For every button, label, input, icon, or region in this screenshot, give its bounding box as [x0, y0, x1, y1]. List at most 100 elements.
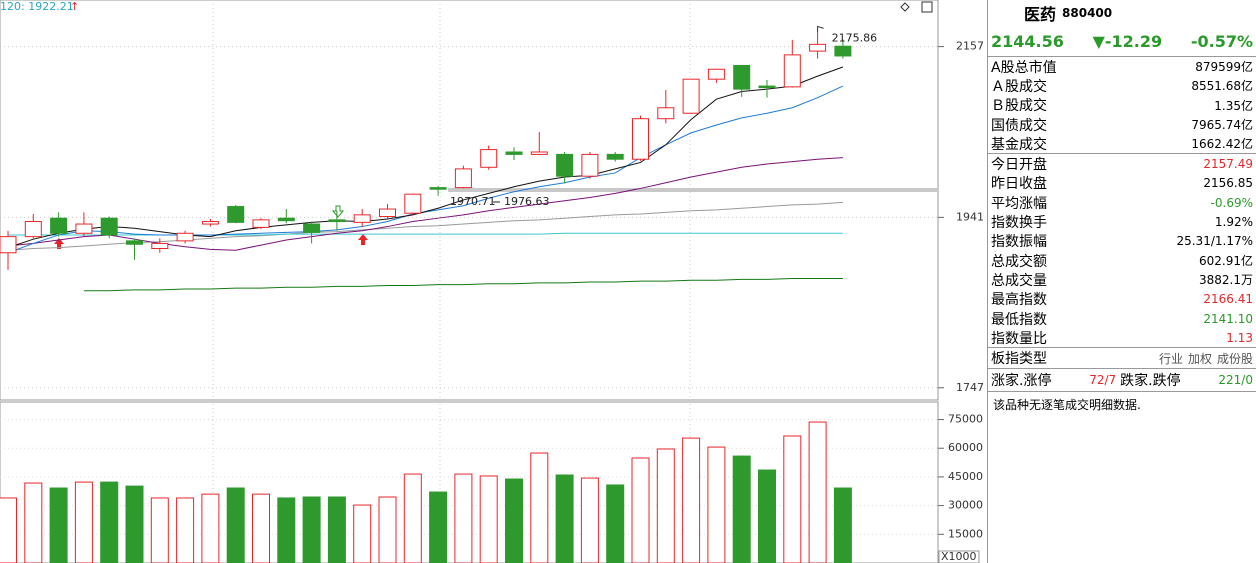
candle-body	[682, 78, 700, 114]
candle-body	[151, 242, 169, 250]
unit-label: X1000	[941, 550, 977, 563]
y-tick-label: 15000	[948, 527, 983, 540]
price-frame	[0, 0, 939, 401]
row-value: 1662.42亿	[1191, 137, 1253, 152]
stat-row: 总成交额 602.91亿	[988, 251, 1256, 270]
volume-bar	[0, 497, 17, 563]
candle-body	[530, 151, 548, 155]
row-label: 指数量比	[991, 330, 1047, 347]
volume-bar	[707, 446, 726, 563]
type-row: 板指类型 行业 加权 成份股	[988, 347, 1256, 367]
gap-band	[448, 188, 938, 192]
ma-line	[7, 157, 843, 251]
row-value: 1.13	[1226, 330, 1253, 345]
volume-bar	[49, 487, 68, 563]
row-value: 25.31/1.17%	[1176, 234, 1253, 249]
breadth-row: 涨家.涨停 72/7 跌家.跌停 221/0	[988, 367, 1256, 391]
candle-body	[632, 118, 649, 160]
y-tick-label: 2157	[956, 40, 984, 53]
candle-body	[277, 217, 295, 222]
y-tick-label: 60000	[948, 441, 983, 454]
row-value: 2141.10	[1203, 311, 1253, 326]
stat-row: 总成交量 3882.1万	[988, 270, 1256, 289]
y-tick-label: 1941	[956, 210, 984, 223]
row-label: 最低指数	[991, 311, 1047, 328]
row-value: 602.91亿	[1199, 254, 1253, 269]
candle-body	[480, 149, 498, 168]
row-value: 879599亿	[1195, 60, 1253, 75]
y-tick-label: 75000	[948, 413, 983, 426]
stat-row: 指数换手 1.92%	[988, 212, 1256, 231]
row-value: 1.35亿	[1214, 98, 1253, 113]
volume-bar	[277, 497, 296, 563]
volume-bar	[505, 478, 523, 563]
row-value: 2157.49	[1203, 157, 1253, 172]
ma-line	[83, 278, 843, 292]
diamond-icon[interactable]	[900, 2, 910, 12]
volume-bar	[201, 493, 220, 563]
y-tick-label: 30000	[948, 499, 983, 512]
volume-bar	[555, 474, 574, 563]
row-label: 基金成交	[991, 136, 1047, 153]
volume-bar	[302, 496, 321, 563]
volume-bar	[580, 477, 599, 563]
row-label: 总成交额	[991, 253, 1047, 270]
row-label: 昨日收盘	[991, 176, 1047, 193]
volume-bar	[176, 497, 195, 563]
stat-row: 昨日收盘 2156.85	[988, 174, 1256, 193]
volume-bar	[732, 455, 751, 563]
volume-bar	[252, 493, 270, 563]
row-label: 总成交量	[991, 272, 1047, 289]
flag-icon	[817, 25, 824, 33]
y-tick-label: 45000	[948, 470, 983, 483]
candle-body	[657, 107, 675, 120]
candle-body	[227, 206, 245, 223]
price-row: 2144.56 ▼-12.29 -0.57%	[988, 26, 1256, 57]
info-panel: 医药 880400 2144.56 ▼-12.29 -0.57% A股总市值 87959…	[987, 0, 1256, 563]
volume-bar	[353, 504, 372, 563]
volume-bar	[100, 481, 119, 563]
down-arrow	[331, 205, 345, 218]
candle-body	[252, 219, 270, 228]
stat-row: 最高指数 2166.41	[988, 290, 1256, 309]
candle-body	[758, 85, 776, 89]
candle-body	[454, 168, 472, 189]
candle-body	[328, 219, 346, 223]
stat-row: 最低指数 2141.10	[988, 309, 1256, 328]
row-label: 平均涨幅	[991, 195, 1047, 212]
stat-row: 平均涨幅 -0.69%	[988, 193, 1256, 212]
volume-bar	[833, 487, 852, 563]
volume-bar	[454, 473, 473, 563]
stat-row: A股总市值 879599亿	[988, 57, 1256, 76]
row-value: 2156.85	[1203, 176, 1253, 191]
row-label: A股总市值	[991, 59, 1057, 76]
index-code: 880400	[1062, 6, 1113, 20]
type-item: 加权	[1187, 351, 1212, 366]
row-label: 涨家.涨停	[991, 372, 1052, 389]
row-label: 最高指数	[991, 292, 1047, 309]
row-label: Ｂ股成交	[991, 98, 1047, 115]
volume-bar	[24, 482, 43, 563]
candle-body	[24, 221, 42, 238]
type-item: 行业	[1158, 351, 1183, 366]
volume-bar	[226, 487, 245, 563]
row-value: -0.69%	[1210, 195, 1253, 210]
volume-bar	[429, 491, 448, 563]
volume-bar	[327, 496, 346, 563]
stat-row: 指数量比 1.13	[988, 328, 1256, 347]
volume-bar	[808, 421, 827, 563]
candle-body	[100, 217, 118, 236]
candle-body	[429, 187, 447, 190]
unit-box	[938, 550, 980, 563]
candle-body	[353, 214, 371, 223]
row-label: 指数换手	[991, 215, 1047, 232]
candle-body	[581, 153, 599, 177]
box-icon[interactable]	[921, 1, 933, 13]
header-label: 120: 1922.21	[0, 0, 74, 13]
volume-bar	[150, 497, 169, 563]
stat-row: Ｂ股成交 1.35亿	[988, 96, 1256, 115]
volume-bar	[656, 448, 675, 563]
stat-row: 今日开盘 2157.49	[988, 153, 1256, 173]
volume-bar	[783, 435, 802, 563]
